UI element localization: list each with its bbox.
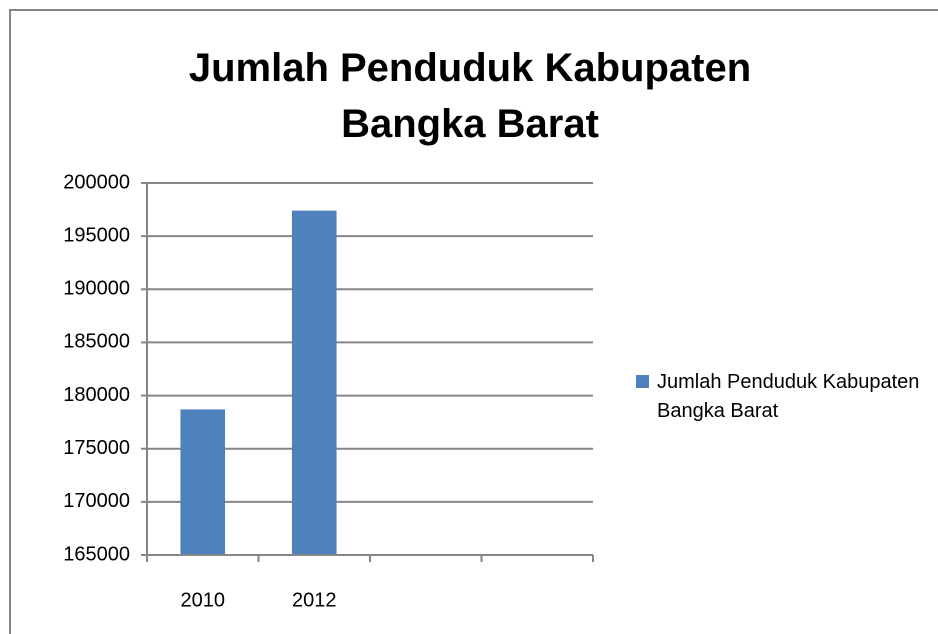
y-tick-label: 175000 (63, 437, 130, 459)
chart-title: Jumlah Penduduk Kabupaten Bangka Barat (188, 46, 752, 146)
legend: Jumlah Penduduk Kabupaten Bangka Barat (636, 368, 926, 426)
y-tick-label: 165000 (63, 543, 130, 565)
bar (180, 409, 226, 555)
y-tick-label: 180000 (63, 384, 130, 406)
y-tick-label: 190000 (63, 278, 130, 300)
y-tick-label: 170000 (63, 490, 130, 512)
legend-swatch (636, 375, 649, 388)
y-tick-label: 200000 (63, 171, 130, 193)
bar (291, 210, 337, 556)
legend-label: Jumlah Penduduk Kabupaten Bangka Barat (657, 371, 920, 422)
x-tick-label: 2010 (181, 589, 226, 611)
y-tick-label: 195000 (63, 224, 130, 246)
chart-border (9, 9, 938, 634)
y-tick-label: 185000 (63, 331, 130, 353)
x-tick-label: 2012 (292, 589, 337, 611)
